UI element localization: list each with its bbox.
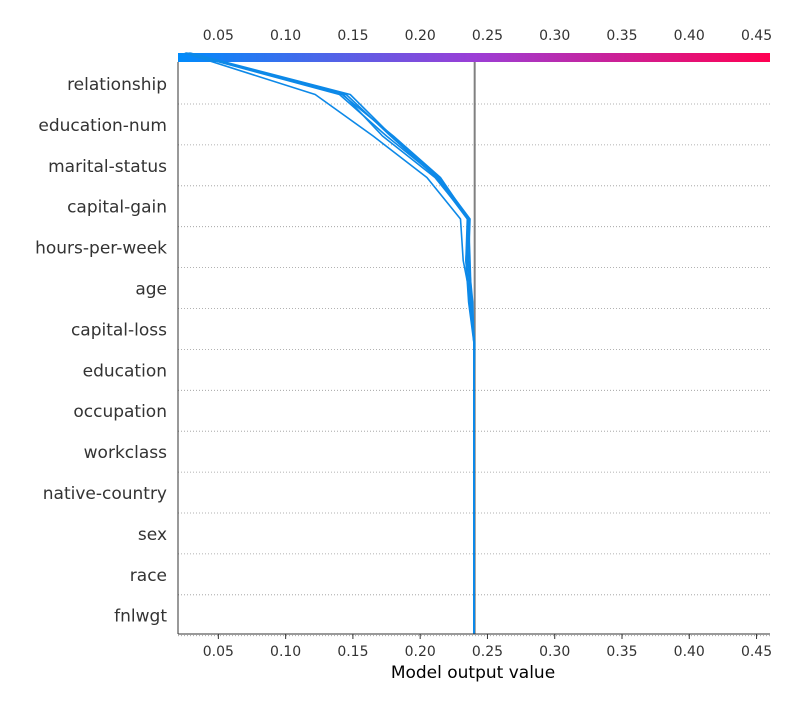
series-lines (184, 52, 476, 634)
top-tick-label: 0.45 (741, 28, 772, 44)
top-tick-label: 0.20 (405, 28, 436, 44)
feature-label-sex: sex (138, 525, 167, 545)
bottom-tick-label: 0.10 (270, 644, 301, 660)
feature-labels: relationship education-num marital-status c… (35, 75, 167, 627)
top-tick-label: 0.35 (606, 28, 637, 44)
bottom-tick-label: 0.35 (606, 644, 637, 660)
top-tick-label: 0.25 (472, 28, 503, 44)
x-axis-label: Model output value (391, 663, 555, 683)
feature-label-age: age (135, 280, 167, 300)
decision-path-6 (185, 52, 475, 634)
decision-path-4 (188, 52, 475, 634)
feature-label-fnlwgt: fnlwgt (114, 607, 167, 627)
feature-label-capital-loss: capital-loss (71, 320, 167, 340)
bottom-tick-label: 0.30 (539, 644, 570, 660)
decision-path-1 (184, 52, 476, 634)
top-tick-label: 0.10 (270, 28, 301, 44)
top-tick-label: 0.05 (203, 28, 234, 44)
feature-label-relationship: relationship (67, 75, 167, 95)
feature-label-race: race (130, 566, 167, 586)
top-tick-label: 0.15 (337, 28, 368, 44)
decision-path-2 (185, 52, 475, 634)
decision-path-5 (189, 52, 475, 634)
feature-label-education-num: education-num (38, 116, 167, 136)
bottom-tick-label: 0.25 (472, 644, 503, 660)
feature-label-education: education (83, 361, 167, 381)
bottom-tick-label: 0.45 (741, 644, 772, 660)
top-tick-label: 0.40 (674, 28, 705, 44)
feature-label-native-country: native-country (43, 484, 167, 504)
bottom-tick-label: 0.40 (674, 644, 705, 660)
decision-path-3 (187, 52, 475, 634)
colorbar (178, 53, 770, 62)
feature-label-hours-per-week: hours-per-week (35, 239, 167, 259)
feature-label-capital-gain: capital-gain (67, 198, 167, 218)
feature-label-marital-status: marital-status (48, 157, 167, 177)
bottom-x-axis: 0.05 0.10 0.15 0.20 0.25 0.30 0.35 0.40 0.45 (203, 634, 772, 660)
bottom-tick-label: 0.15 (337, 644, 368, 660)
bottom-tick-label: 0.05 (203, 644, 234, 660)
bottom-tick-label: 0.20 (405, 644, 436, 660)
feature-label-occupation: occupation (73, 402, 167, 422)
feature-label-workclass: workclass (84, 443, 167, 463)
top-tick-label: 0.30 (539, 28, 570, 44)
top-x-axis: 0.05 0.10 0.15 0.20 0.25 0.30 0.35 0.40 0.45 (203, 28, 772, 44)
